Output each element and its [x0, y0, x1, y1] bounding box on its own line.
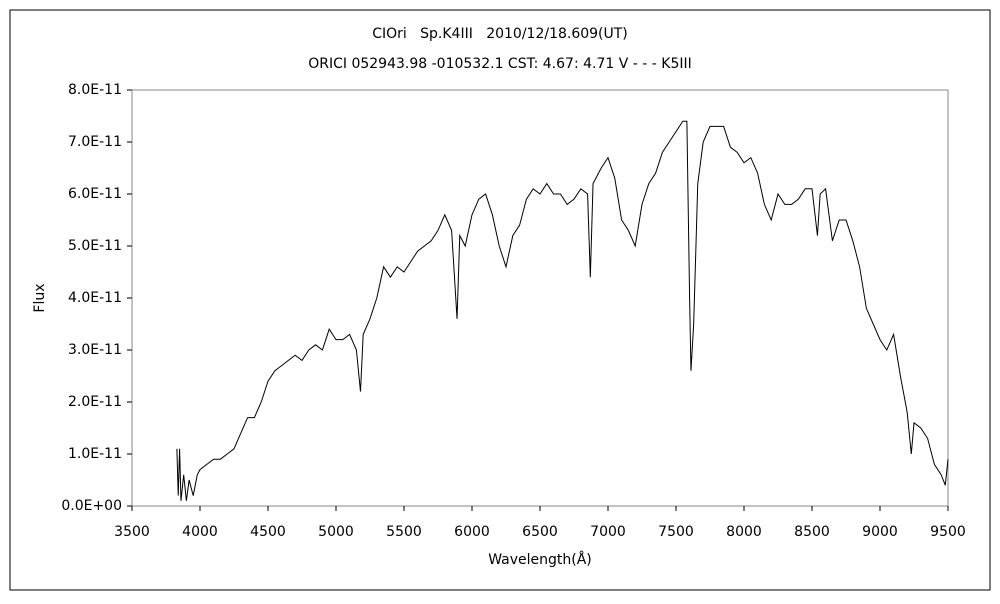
x-tick-label: 3500	[114, 524, 150, 540]
frame	[9, 9, 991, 591]
x-tick-label: 5000	[318, 524, 354, 540]
x-tick-label: 9500	[930, 524, 966, 540]
y-tick-label: 0.0E+00	[61, 498, 122, 514]
x-tick-label: 7500	[658, 524, 694, 540]
y-tick-label: 5.0E-11	[68, 238, 122, 254]
x-tick-label: 8000	[726, 524, 762, 540]
y-tick-label: 7.0E-11	[68, 134, 122, 150]
spectrum-line	[176, 120, 949, 501]
y-tick-label: 1.0E-11	[68, 446, 122, 462]
chart-title: CIOri Sp.K4III 2010/12/18.609(UT)	[372, 26, 628, 42]
x-tick-label: 6500	[522, 524, 558, 540]
x-tick-label: 7000	[590, 524, 626, 540]
y-tick-label: 8.0E-11	[68, 82, 122, 98]
x-tick-label: 4500	[250, 524, 286, 540]
x-tick-label: 9000	[862, 524, 898, 540]
y-tick-label: 4.0E-11	[68, 290, 122, 306]
x-axis-label: Wavelength(Å)	[488, 551, 592, 568]
x-tick-label: 6000	[454, 524, 490, 540]
x-tick-label: 8500	[794, 524, 830, 540]
x-tick-label: 4000	[182, 524, 218, 540]
y-tick-label: 3.0E-11	[68, 342, 122, 358]
y-axis-label: Flux	[32, 283, 48, 312]
x-tick-label: 5500	[386, 524, 422, 540]
y-tick-label: 6.0E-11	[68, 186, 122, 202]
y-tick-label: 2.0E-11	[68, 394, 122, 410]
chart-subtitle: ORICI 052943.98 -010532.1 CST: 4.67: 4.7…	[308, 56, 692, 72]
